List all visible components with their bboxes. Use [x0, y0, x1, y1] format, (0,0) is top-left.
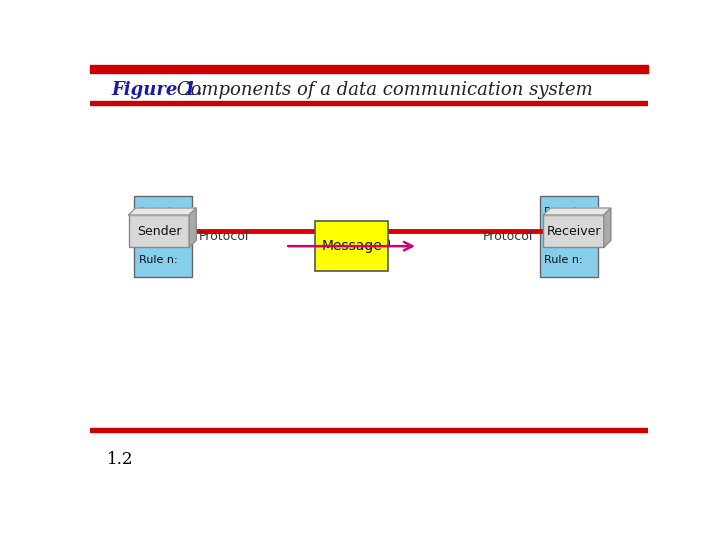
Text: Figure 1.: Figure 1. [112, 81, 203, 99]
Polygon shape [189, 208, 196, 247]
Polygon shape [544, 208, 611, 215]
Text: Rule 2:: Rule 2: [544, 223, 582, 233]
Text: Message: Message [321, 239, 382, 253]
Polygon shape [604, 208, 611, 247]
Bar [90, 428, 648, 432]
Text: ...: ... [544, 239, 555, 249]
Text: Sender: Sender [137, 225, 181, 238]
Polygon shape [129, 208, 196, 215]
Text: Rule n:: Rule n: [139, 255, 177, 265]
Bar [90, 101, 648, 105]
Text: ...: ... [139, 239, 150, 249]
Text: Protocol: Protocol [483, 230, 534, 242]
Bar [315, 221, 388, 271]
Text: 1.2: 1.2 [107, 450, 133, 468]
Text: Components of a data communication system: Components of a data communication syste… [171, 81, 593, 99]
Text: Medium: Medium [341, 236, 391, 249]
Bar [129, 215, 189, 247]
Text: Rule 2:: Rule 2: [139, 223, 177, 233]
Bar [544, 215, 604, 247]
Text: Receiver: Receiver [546, 225, 601, 238]
Text: Rule 1:: Rule 1: [544, 207, 582, 217]
Bar [539, 195, 598, 276]
Bar [90, 65, 648, 72]
Text: Rule 1:: Rule 1: [139, 207, 177, 217]
Bar [134, 195, 192, 276]
Text: Rule n:: Rule n: [544, 255, 582, 265]
Text: Protocol: Protocol [199, 230, 249, 242]
